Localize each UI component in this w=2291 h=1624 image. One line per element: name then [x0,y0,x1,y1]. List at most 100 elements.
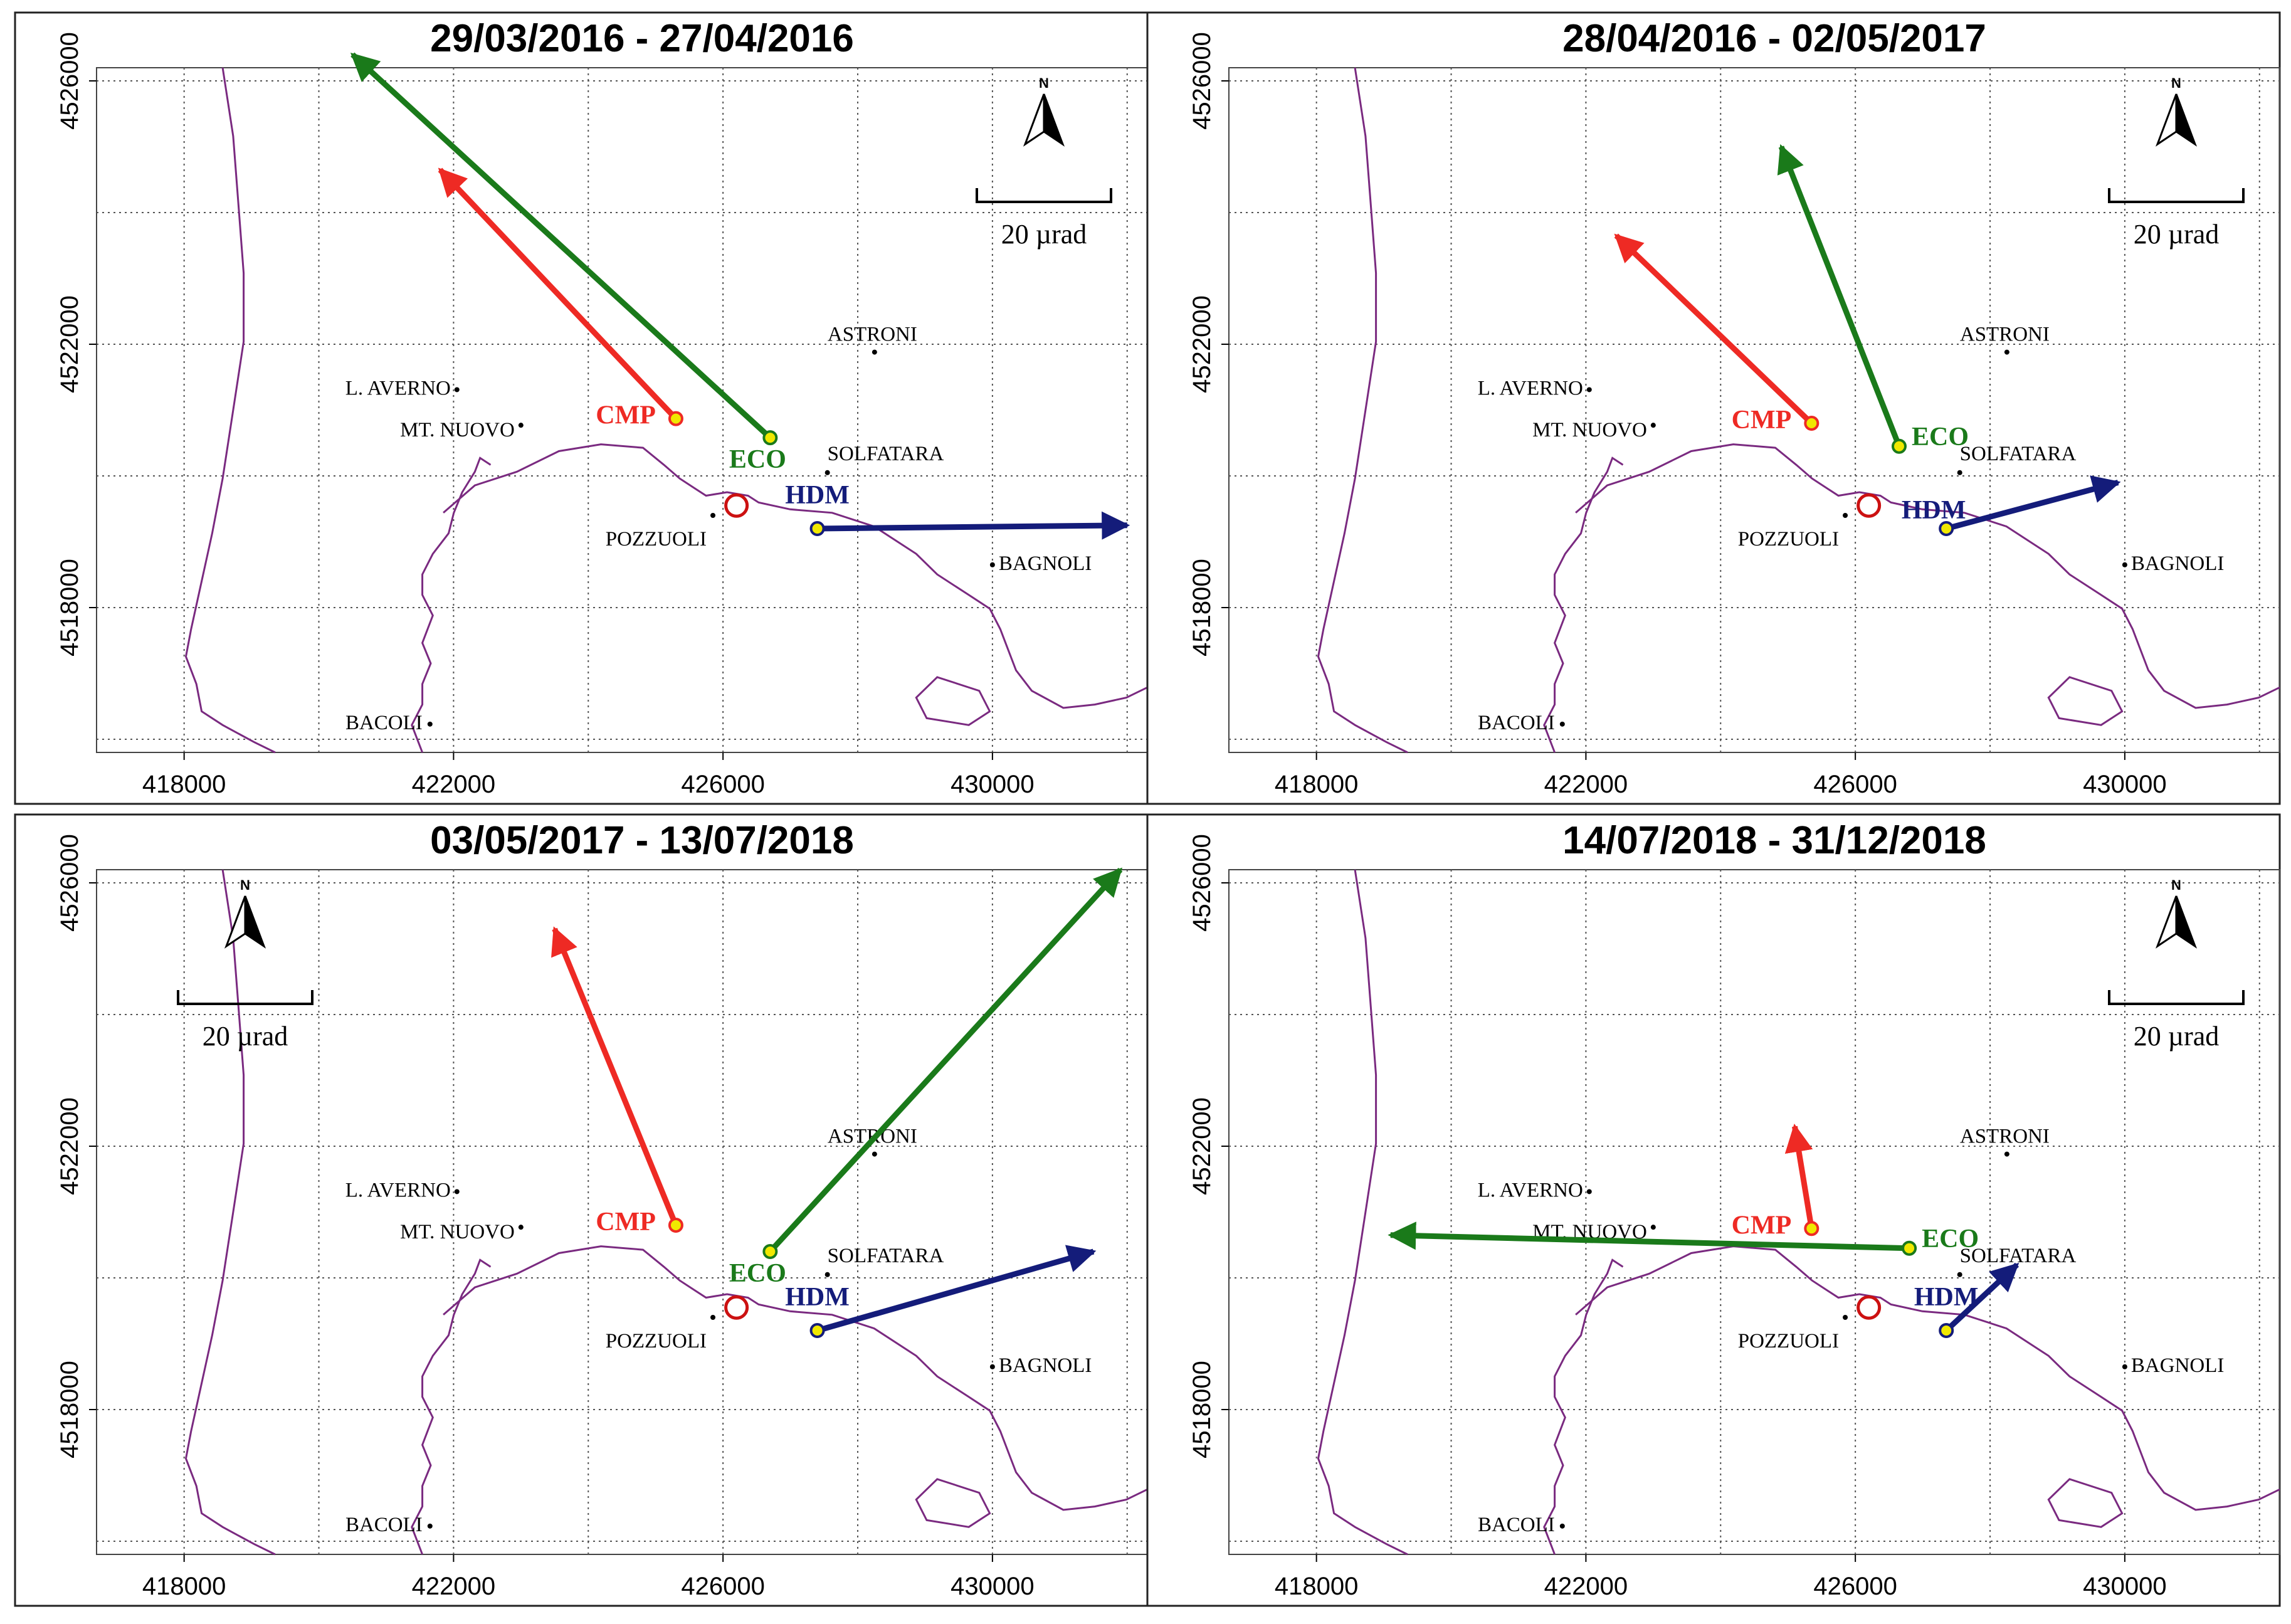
place-label-bacoli: BACOLI [345,1514,423,1536]
coastline-west [1317,869,1408,1556]
coastline-pozzuoli-bay [1575,1245,2280,1511]
vent-marker [1856,1295,1882,1320]
x-tick-label: 426000 [1813,771,1897,798]
y-tick-label: 4526000 [56,834,83,932]
place-dot [1957,1272,1962,1277]
station-marker-eco [762,430,778,446]
tilt-vector-eco [1388,1221,1910,1252]
place-label-l-averno: L. AVERNO [1478,1179,1583,1201]
x-tick-label: 418000 [1275,771,1358,798]
coastline-pozzuoli-bay [443,1245,1148,1511]
north-label: N [240,877,250,893]
x-tick-label: 422000 [412,771,495,798]
place-label-bacoli: BACOLI [1478,712,1555,734]
station-marker-eco [1902,1240,1917,1256]
panel-title: 14/07/2018 - 31/12/2018 [1562,819,1986,862]
place-label-mt-nuovo: MT. NUOVO [400,419,515,441]
x-tick-label: 426000 [1813,1573,1897,1600]
y-tick-label: 4518000 [1188,1361,1216,1458]
place-dot [1843,513,1848,518]
place-label-astroni: ASTRONI [828,324,917,346]
station-marker-hdm [809,521,825,536]
coastline-bacoli [1543,456,1624,753]
y-tick-label: 4522000 [1188,1097,1216,1195]
tilt-vector-hdm [816,1245,1097,1334]
x-tick-label: 430000 [2083,771,2166,798]
place-dot [2122,1364,2127,1369]
panel-1: 418000 422000 426000 430000 4518000 4522000 45… [14,11,1149,805]
north-arrow-icon [2175,93,2198,147]
map-frame [1228,67,2280,753]
station-label-eco: ECO [1922,1225,1979,1253]
vent-marker [1856,493,1882,518]
place-label-bacoli: BACOLI [345,712,423,734]
station-marker-eco [762,1244,778,1259]
place-dot [454,387,460,393]
place-dot [824,1272,830,1277]
place-dot [989,1364,995,1369]
north-arrow-icon [244,895,266,949]
place-dot [427,1523,433,1529]
y-tick-label: 4526000 [1188,834,1216,932]
scale-bar-label: 20 µrad [2134,219,2220,250]
y-tick-label: 4526000 [1188,32,1216,130]
station-marker-hdm [1939,521,1954,536]
place-dot [1559,1523,1565,1529]
station-label-cmp: CMP [1732,1211,1792,1240]
place-label-mt-nuovo: MT. NUOVO [400,1221,515,1243]
station-label-cmp: CMP [1732,406,1792,435]
station-label-hdm: HDM [785,481,850,510]
tilt-vector-hdm [817,511,1130,540]
place-label-astroni: ASTRONI [1960,324,2050,346]
place-dot [518,423,524,428]
panel-title: 03/05/2017 - 13/07/2018 [430,819,854,862]
station-marker-cmp [668,411,683,426]
north-label: N [2171,877,2181,893]
station-label-hdm: HDM [1914,1283,1979,1312]
panel-frame [14,11,1149,805]
scale-bar [177,990,313,1005]
place-label-pozzuoli: POZZUOLI [1738,528,1839,551]
tilt-vector-eco [350,52,772,440]
station-marker-cmp [668,1218,683,1233]
place-label-l-averno: L. AVERNO [1478,377,1583,399]
place-label-solfatara: SOLFATARA [828,1245,944,1267]
station-marker-cmp [1804,1221,1820,1236]
scale-bar [976,188,1112,203]
y-tick-label: 4526000 [56,32,83,130]
panel-frame [1146,11,2281,805]
station-label-eco: ECO [729,1259,786,1288]
place-dot [1586,1189,1592,1194]
station-label-eco: ECO [1912,423,1969,451]
place-label-bagnoli: BAGNOLI [2131,552,2224,575]
panel-2: 418000 422000 426000 430000 4518000 4522000 45… [1146,11,2281,805]
place-dot [989,562,995,567]
vent-marker [724,493,749,518]
panel-3: 418000 422000 426000 430000 4518000 4522000 45… [14,813,1149,1607]
station-label-eco: ECO [729,445,786,474]
panel-title: 28/04/2016 - 02/05/2017 [1562,17,1986,60]
place-label-astroni: ASTRONI [1960,1126,2050,1148]
y-tick-label: 4522000 [56,1097,83,1195]
tilt-vector-cmp [1784,1124,1814,1229]
place-label-mt-nuovo: MT. NUOVO [1532,419,1647,441]
x-tick-label: 418000 [142,1573,226,1600]
y-tick-label: 4518000 [1188,559,1216,656]
north-label: N [2171,75,2181,91]
coastline-bacoli [411,456,492,753]
station-label-cmp: CMP [596,1208,656,1236]
x-tick-label: 418000 [1275,1573,1358,1600]
north-arrow-icon [2175,895,2198,949]
scale-bar [2108,990,2245,1005]
coastline-bacoli [411,1258,492,1555]
tilt-vector-hdm [1946,475,2121,532]
x-tick-label: 422000 [412,1573,495,1600]
place-label-bagnoli: BAGNOLI [999,552,1092,575]
x-tick-label: 422000 [1544,771,1628,798]
tilt-vector-cmp [551,926,679,1226]
place-dot [1650,423,1656,428]
x-tick-label: 422000 [1544,1573,1628,1600]
place-label-pozzuoli: POZZUOLI [606,1330,707,1352]
x-tick-label: 430000 [2083,1573,2166,1600]
